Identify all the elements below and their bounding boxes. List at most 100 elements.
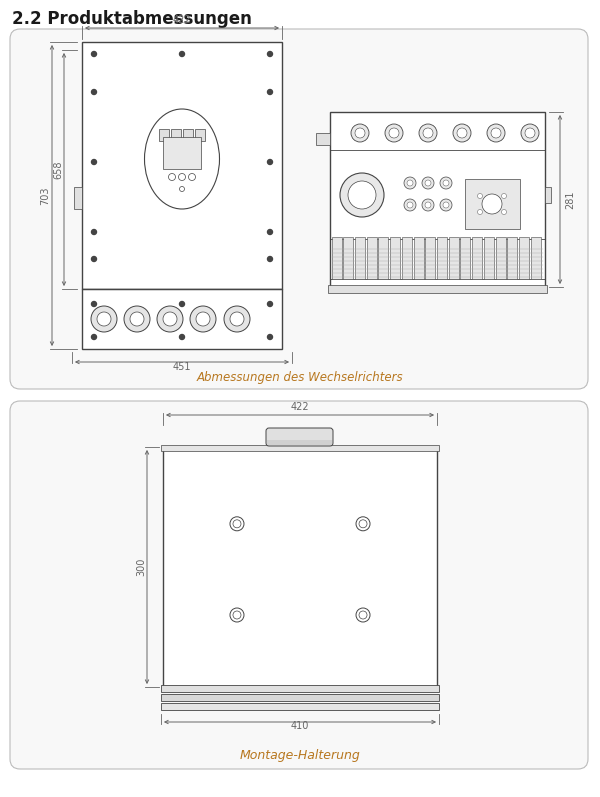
Bar xyxy=(355,237,365,279)
Circle shape xyxy=(482,194,502,214)
Circle shape xyxy=(196,312,210,326)
Circle shape xyxy=(179,301,185,307)
Circle shape xyxy=(502,194,506,198)
Circle shape xyxy=(179,52,185,57)
Circle shape xyxy=(425,180,431,186)
Circle shape xyxy=(190,306,216,332)
Bar xyxy=(316,133,330,145)
Bar xyxy=(161,685,439,692)
Bar xyxy=(343,237,353,279)
Bar xyxy=(519,237,529,279)
Bar xyxy=(163,447,437,687)
Circle shape xyxy=(440,177,452,189)
Bar xyxy=(472,237,482,279)
Text: 2.2 Produktabmessungen: 2.2 Produktabmessungen xyxy=(12,10,252,28)
Bar xyxy=(161,445,439,451)
Circle shape xyxy=(91,89,97,95)
Circle shape xyxy=(268,257,272,261)
Circle shape xyxy=(487,124,505,142)
Text: Montage-Halterung: Montage-Halterung xyxy=(239,749,361,762)
Circle shape xyxy=(404,199,416,211)
Circle shape xyxy=(91,230,97,234)
Circle shape xyxy=(502,210,506,214)
Circle shape xyxy=(359,520,367,528)
Bar xyxy=(82,42,282,289)
Circle shape xyxy=(440,199,452,211)
Bar xyxy=(437,237,447,279)
FancyBboxPatch shape xyxy=(10,401,588,769)
Circle shape xyxy=(404,177,416,189)
Circle shape xyxy=(157,306,183,332)
Circle shape xyxy=(453,124,471,142)
Bar xyxy=(390,237,400,279)
Circle shape xyxy=(130,312,144,326)
Text: 422: 422 xyxy=(290,402,310,412)
Circle shape xyxy=(443,180,449,186)
Circle shape xyxy=(188,174,196,180)
Circle shape xyxy=(179,186,185,191)
Bar xyxy=(531,237,541,279)
Circle shape xyxy=(268,159,272,164)
FancyBboxPatch shape xyxy=(266,428,333,446)
Circle shape xyxy=(97,312,111,326)
Circle shape xyxy=(348,181,376,209)
Circle shape xyxy=(423,128,433,138)
Circle shape xyxy=(224,306,250,332)
Circle shape xyxy=(91,306,117,332)
Circle shape xyxy=(491,128,501,138)
Bar xyxy=(402,237,412,279)
Circle shape xyxy=(407,180,413,186)
Circle shape xyxy=(268,230,272,234)
Bar xyxy=(161,694,439,701)
Circle shape xyxy=(91,335,97,340)
Circle shape xyxy=(385,124,403,142)
Ellipse shape xyxy=(145,109,220,209)
Bar xyxy=(82,289,282,349)
Circle shape xyxy=(230,516,244,531)
Circle shape xyxy=(124,306,150,332)
Bar xyxy=(367,237,377,279)
Circle shape xyxy=(407,202,413,208)
Bar xyxy=(496,237,506,279)
Bar xyxy=(74,187,82,209)
Circle shape xyxy=(268,301,272,307)
Circle shape xyxy=(268,52,272,57)
Text: 451: 451 xyxy=(173,362,191,372)
Circle shape xyxy=(422,199,434,211)
Circle shape xyxy=(230,608,244,622)
Circle shape xyxy=(163,312,177,326)
Circle shape xyxy=(268,89,272,95)
Bar xyxy=(332,237,342,279)
Circle shape xyxy=(91,301,97,307)
Circle shape xyxy=(389,128,399,138)
Bar xyxy=(414,237,424,279)
Circle shape xyxy=(233,520,241,528)
Circle shape xyxy=(425,202,431,208)
Circle shape xyxy=(356,608,370,622)
Circle shape xyxy=(422,177,434,189)
Bar xyxy=(545,187,551,203)
Circle shape xyxy=(91,257,97,261)
Bar xyxy=(328,285,547,293)
Circle shape xyxy=(340,173,384,217)
Circle shape xyxy=(179,335,185,340)
Text: 703: 703 xyxy=(40,186,50,205)
Text: 281: 281 xyxy=(565,190,575,209)
Circle shape xyxy=(457,128,467,138)
Bar xyxy=(267,440,332,445)
Circle shape xyxy=(169,174,176,180)
Text: 422: 422 xyxy=(173,15,191,25)
Circle shape xyxy=(359,611,367,619)
Circle shape xyxy=(91,52,97,57)
Circle shape xyxy=(230,312,244,326)
Bar xyxy=(171,129,181,141)
Circle shape xyxy=(268,335,272,340)
Bar xyxy=(161,703,439,710)
Bar xyxy=(465,179,520,229)
Circle shape xyxy=(91,159,97,164)
Text: 300: 300 xyxy=(136,558,146,576)
Bar xyxy=(460,237,470,279)
Circle shape xyxy=(525,128,535,138)
Circle shape xyxy=(478,194,482,198)
Circle shape xyxy=(179,174,185,180)
